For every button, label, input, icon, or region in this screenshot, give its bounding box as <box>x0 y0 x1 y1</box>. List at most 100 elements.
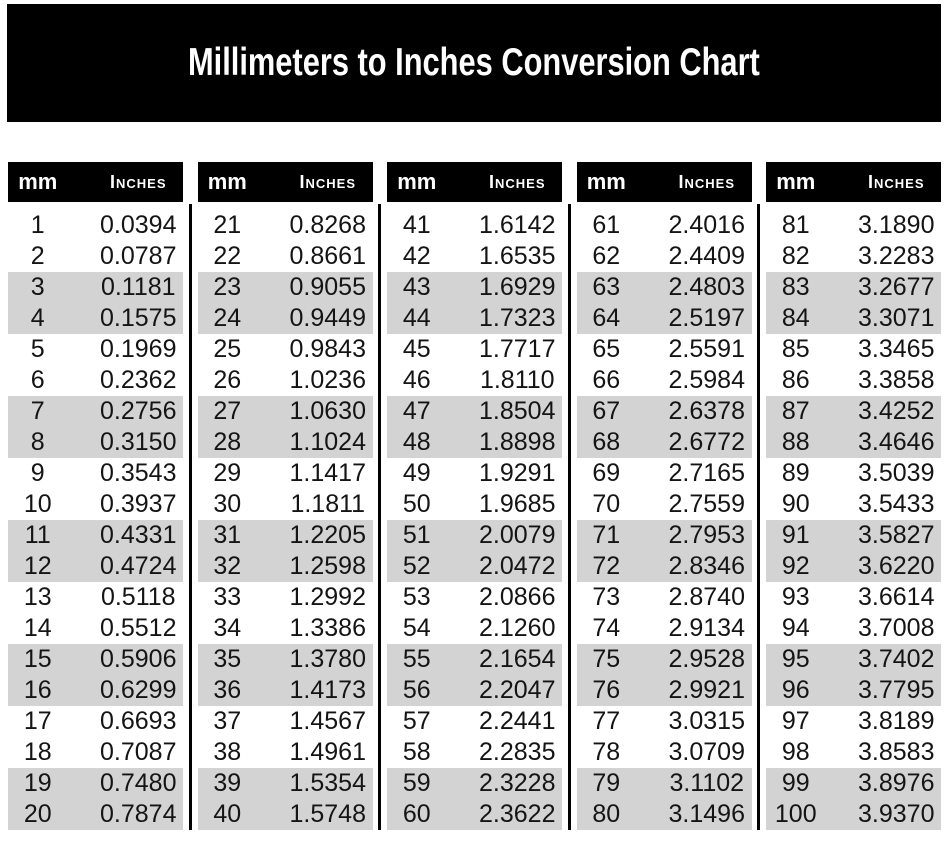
inches-value: 3.8189 <box>858 707 935 735</box>
table-row: 75 2.9528 <box>576 644 752 675</box>
table-row: 1 0.0394 <box>8 210 183 241</box>
mm-value: 72 <box>592 552 621 580</box>
inches-column-header: Inches <box>867 171 925 192</box>
inches-value: 2.8740 <box>668 583 745 611</box>
mm-value: 98 <box>781 738 810 766</box>
mm-value: 19 <box>23 769 52 797</box>
table-row: 81 3.1890 <box>766 210 941 241</box>
mm-value: 97 <box>781 707 810 735</box>
table-row: 15 0.5906 <box>8 644 183 675</box>
inches-value: 0.7480 <box>100 769 177 797</box>
table-row: 72 2.8346 <box>576 551 752 582</box>
inches-column-header: Inches <box>109 171 167 192</box>
table-row: 65 2.5591 <box>577 334 752 365</box>
inches-value: 0.2362 <box>100 366 177 394</box>
inches-value: 1.0630 <box>289 397 366 425</box>
table-row: 98 3.8583 <box>766 737 941 768</box>
table-row: 78 3.0709 <box>577 737 752 768</box>
table-row: 71 2.7953 <box>576 520 752 551</box>
mm-value: 60 <box>402 800 431 828</box>
inches-value: 0.1575 <box>100 304 177 332</box>
mm-value: 24 <box>213 304 242 332</box>
mm-value: 39 <box>213 769 242 797</box>
inches-value: 0.4331 <box>100 521 177 549</box>
table-row: 93 3.6614 <box>766 582 941 613</box>
table-row: 91 3.5827 <box>766 520 941 551</box>
inches-value: 1.8110 <box>479 366 555 394</box>
inches-value: 2.9528 <box>668 645 745 673</box>
inches-value: 2.3622 <box>479 800 556 828</box>
table-row: 88 3.4646 <box>766 427 941 458</box>
tables-container: mm Inches 1 0.0394 2 0.0787 3 0.1181 4 0… <box>8 162 941 830</box>
mm-column-header: mm <box>18 169 58 194</box>
mm-column-header: mm <box>397 169 437 194</box>
inches-value: 0.0394 <box>100 211 177 239</box>
mm-value: 77 <box>592 707 621 735</box>
mm-value: 45 <box>402 335 431 363</box>
inches-value: 3.4646 <box>858 428 935 456</box>
table-header: mm Inches <box>387 162 562 202</box>
inches-value: 3.5827 <box>858 521 935 549</box>
inches-value: 2.6772 <box>668 428 745 456</box>
mm-value: 95 <box>781 645 810 673</box>
table-row: 16 0.6299 <box>8 675 183 706</box>
inches-value: 3.0315 <box>668 707 745 735</box>
inches-value: 2.0866 <box>479 583 556 611</box>
mm-column-header: mm <box>207 169 247 194</box>
mm-value: 61 <box>592 211 621 239</box>
table-row: 79 3.1102 <box>576 768 752 799</box>
table-row: 54 2.1260 <box>387 613 562 644</box>
table-row: 67 2.6378 <box>576 396 752 427</box>
mm-value: 79 <box>592 769 621 797</box>
mm-value: 43 <box>402 273 431 301</box>
mm-value: 73 <box>592 583 621 611</box>
table-row: 82 3.2283 <box>766 241 941 272</box>
inches-value: 0.5118 <box>100 583 176 611</box>
table-row: 84 3.3071 <box>766 303 941 334</box>
table-row: 89 3.5039 <box>766 458 941 489</box>
inches-value: 1.6142 <box>479 211 556 239</box>
table-divider <box>567 204 571 830</box>
table-row: 90 3.5433 <box>766 489 941 520</box>
mm-value: 8 <box>30 428 45 456</box>
mm-value: 96 <box>781 676 810 704</box>
table-row: 39 1.5354 <box>197 768 373 799</box>
table-row: 68 2.6772 <box>576 427 752 458</box>
table-row: 33 1.2992 <box>198 582 373 613</box>
inches-value: 3.3465 <box>858 335 935 363</box>
mm-value: 70 <box>592 490 621 518</box>
inches-value: 0.3543 <box>100 459 177 487</box>
inches-value: 1.0236 <box>289 366 366 394</box>
mm-value: 26 <box>213 366 242 394</box>
inches-value: 1.4567 <box>289 707 366 735</box>
mm-value: 1 <box>30 211 45 239</box>
table-row: 45 1.7717 <box>387 334 562 365</box>
inches-value: 2.4016 <box>668 211 745 239</box>
inches-value: 1.2992 <box>289 583 366 611</box>
table-row: 52 2.0472 <box>387 551 562 582</box>
inches-column-header: Inches <box>299 171 356 192</box>
table-row: 38 1.4961 <box>198 737 373 768</box>
table-row: 94 3.7008 <box>766 613 941 644</box>
mm-value: 15 <box>23 645 52 673</box>
table-row: 63 2.4803 <box>576 272 752 303</box>
table-row: 18 0.7087 <box>8 737 183 768</box>
inches-value: 3.4252 <box>858 397 935 425</box>
mm-value: 75 <box>592 645 621 673</box>
inches-value: 3.7402 <box>858 645 935 673</box>
inches-value: 1.1811 <box>290 490 366 518</box>
table-header: mm Inches <box>766 162 941 202</box>
table-row: 6 0.2362 <box>8 365 183 396</box>
table-row: 13 0.5118 <box>8 582 183 613</box>
inches-value: 3.2677 <box>858 273 935 301</box>
inches-value: 1.8898 <box>479 428 556 456</box>
inches-value: 0.5512 <box>100 614 177 642</box>
table-row: 12 0.4724 <box>8 551 183 582</box>
table-row: 20 0.7874 <box>8 799 183 830</box>
inches-value: 1.9685 <box>479 490 556 518</box>
table-row: 26 1.0236 <box>198 365 373 396</box>
conversion-table: mm Inches 41 1.6142 42 1.6535 43 1.6929 … <box>387 162 562 830</box>
mm-value: 48 <box>402 428 431 456</box>
mm-value: 78 <box>592 738 621 766</box>
